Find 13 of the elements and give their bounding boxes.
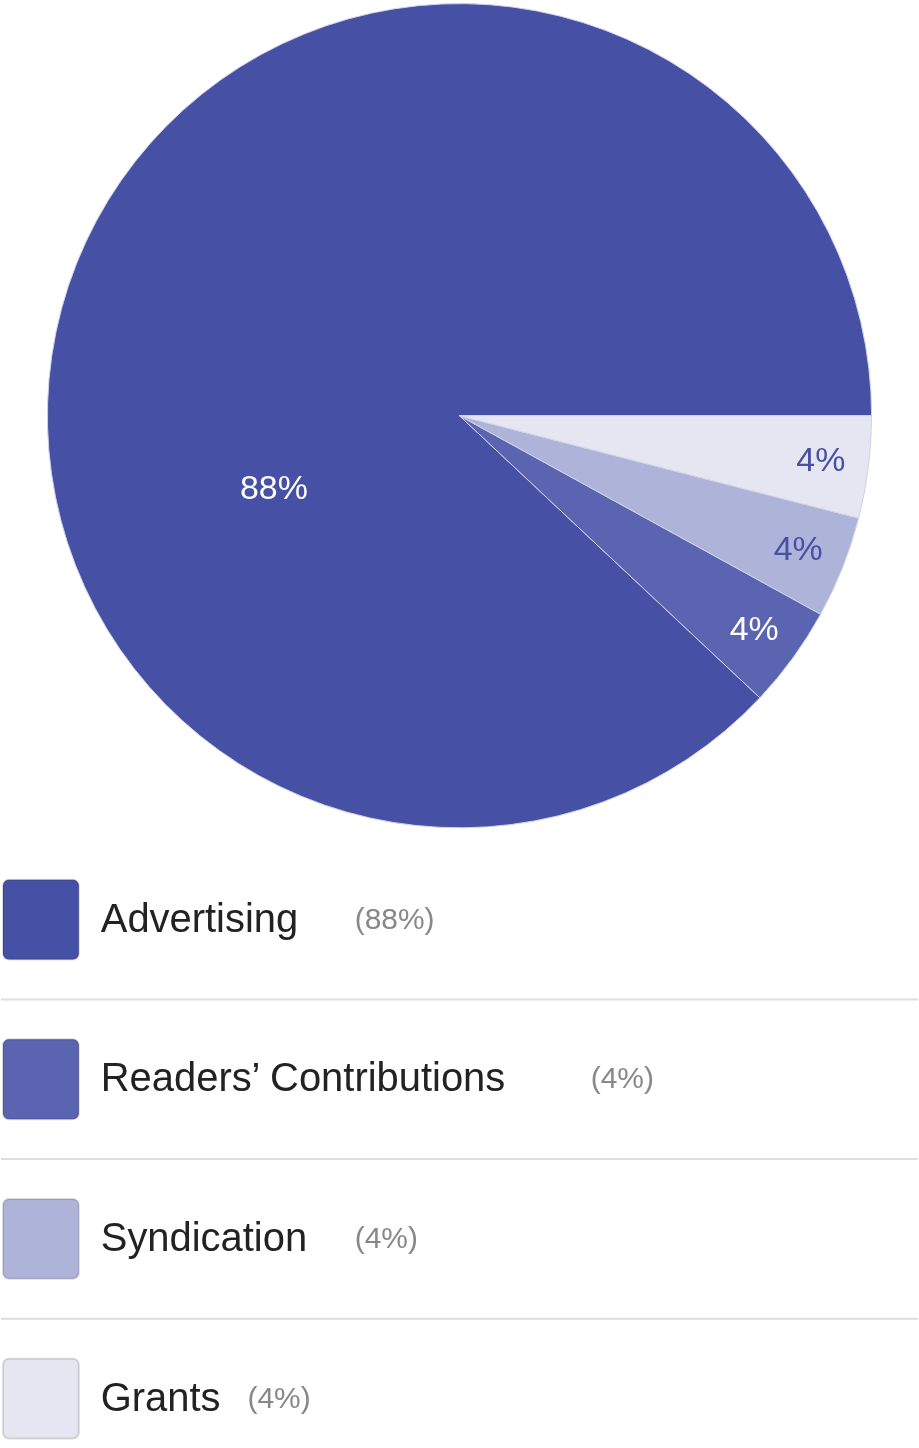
data-label: 4% [729, 608, 779, 647]
legend-label: Syndication [100, 1214, 308, 1259]
text: (88%) [354, 901, 435, 935]
data-label: 88% [240, 468, 308, 507]
legend-label: Readers’ Contributions [100, 1055, 506, 1100]
pie-slice [47, 3, 873, 828]
data-label: 4% [796, 440, 846, 479]
legend-label: Grants [100, 1374, 221, 1419]
text: (4%) [590, 1061, 654, 1095]
data-label: 4% [773, 528, 823, 567]
text: (4%) [247, 1380, 311, 1414]
legend-label: Advertising [100, 895, 299, 940]
text: (4%) [354, 1220, 418, 1254]
